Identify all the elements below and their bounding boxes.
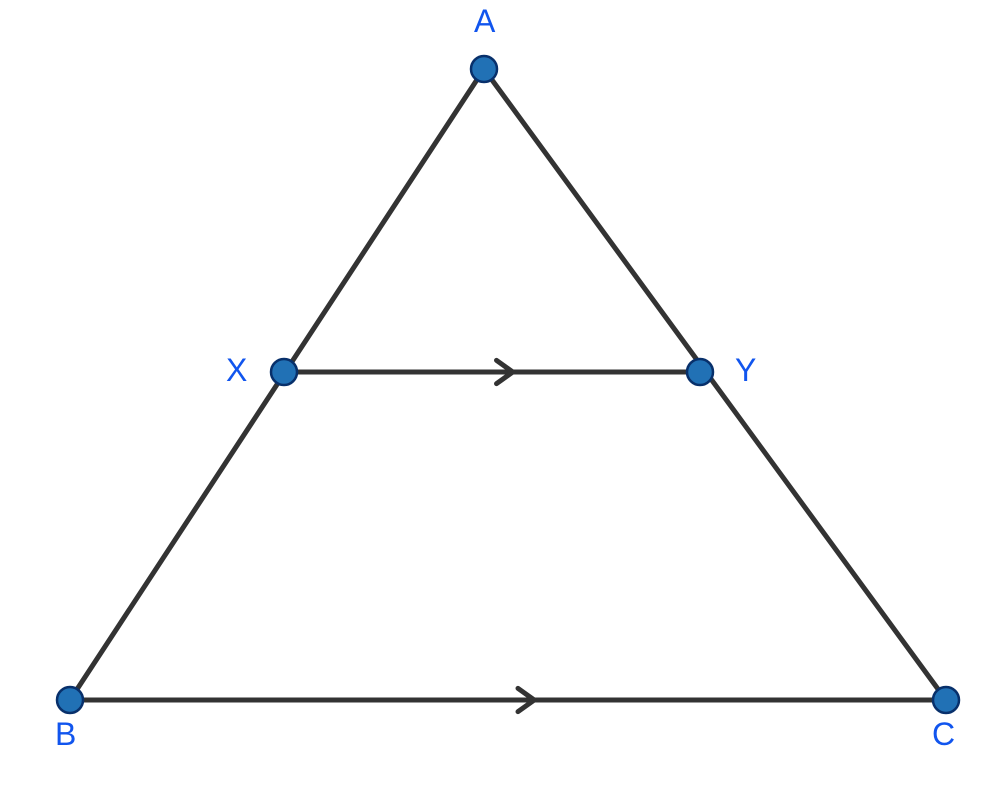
label-X: X <box>226 352 247 389</box>
geometry-diagram <box>0 0 991 791</box>
label-C: C <box>932 716 955 753</box>
vertex-B <box>57 687 83 713</box>
vertex-C <box>933 687 959 713</box>
edge-A-C <box>484 69 946 700</box>
edge-A-B <box>70 69 484 700</box>
label-Y: Y <box>735 352 756 389</box>
vertex-Y <box>687 359 713 385</box>
vertex-X <box>271 359 297 385</box>
vertex-A <box>471 56 497 82</box>
label-B: B <box>55 716 76 753</box>
label-A: A <box>474 3 495 40</box>
